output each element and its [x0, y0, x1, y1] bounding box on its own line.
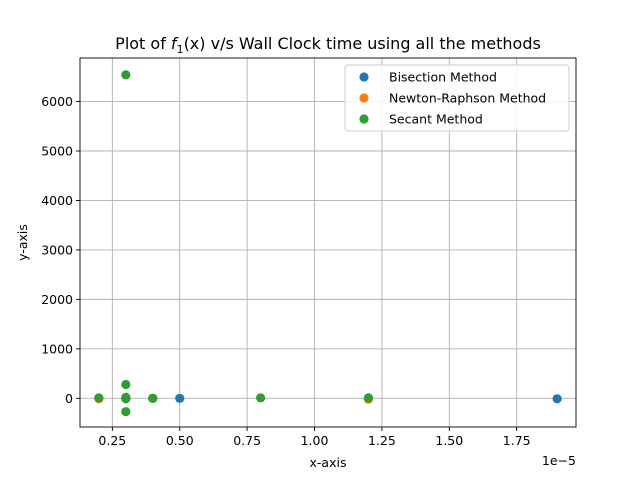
data-point-series-3 [121, 407, 131, 417]
x-tick-label: 1.25 [368, 433, 396, 448]
legend-entry-label: Secant Method [389, 112, 483, 127]
y-tick-label: 1000 [41, 341, 73, 356]
x-tick-label: 1.50 [435, 433, 463, 448]
y-tick-label: 6000 [41, 94, 73, 109]
x-axis-label: x-axis [310, 455, 347, 470]
chart-title: Plot of f1(x) v/s Wall Clock time using … [115, 34, 541, 56]
legend: Bisection Method Newton-Raphson Method Sec… [344, 64, 570, 132]
data-point-series-3 [121, 394, 131, 404]
legend-entry-label: Newton-Raphson Method [389, 91, 546, 106]
y-tick-label: 4000 [41, 193, 73, 208]
legend-entry-label: Bisection Method [389, 70, 497, 85]
x-tick-label: 1.00 [301, 433, 329, 448]
plot-frame [79, 57, 577, 428]
data-points [94, 70, 562, 417]
x-tick-label: 0.75 [233, 433, 261, 448]
x-axis-ticks: 0.25 0.50 0.75 1.00 1.25 1.50 1.75 [98, 427, 531, 448]
chart-title-prefix: Plot of [115, 34, 171, 53]
legend-box [344, 64, 570, 132]
data-point-series-1 [552, 394, 562, 404]
data-point-series-1 [175, 393, 185, 403]
data-point-series-3 [363, 393, 374, 403]
y-tick-label: 5000 [41, 143, 73, 158]
legend-marker [359, 114, 369, 124]
data-point-series-3 [148, 393, 158, 403]
y-tick-label: 0 [65, 391, 73, 406]
data-point-series-3 [121, 70, 131, 80]
legend-marker [359, 72, 369, 82]
chart-title-subscript: 1 [177, 43, 184, 56]
y-axis-label: y-axis [15, 224, 30, 261]
x-axis-offset-label: 1e−5 [542, 453, 576, 468]
y-tick-label: 3000 [41, 242, 73, 257]
legend-marker [359, 93, 369, 103]
data-point-series-3 [94, 393, 104, 403]
y-tick-label: 2000 [41, 292, 73, 307]
chart-title-function: f [171, 34, 179, 53]
data-point-series-3 [121, 379, 131, 390]
x-tick-label: 1.75 [503, 433, 531, 448]
data-point-series-3 [256, 393, 266, 403]
x-tick-label: 0.50 [166, 433, 194, 448]
y-axis-ticks: 0 1000 2000 3000 4000 5000 6000 [41, 94, 80, 406]
chart-title-suffix: (x) v/s Wall Clock time using all the me… [184, 34, 541, 53]
x-tick-label: 0.25 [98, 433, 126, 448]
